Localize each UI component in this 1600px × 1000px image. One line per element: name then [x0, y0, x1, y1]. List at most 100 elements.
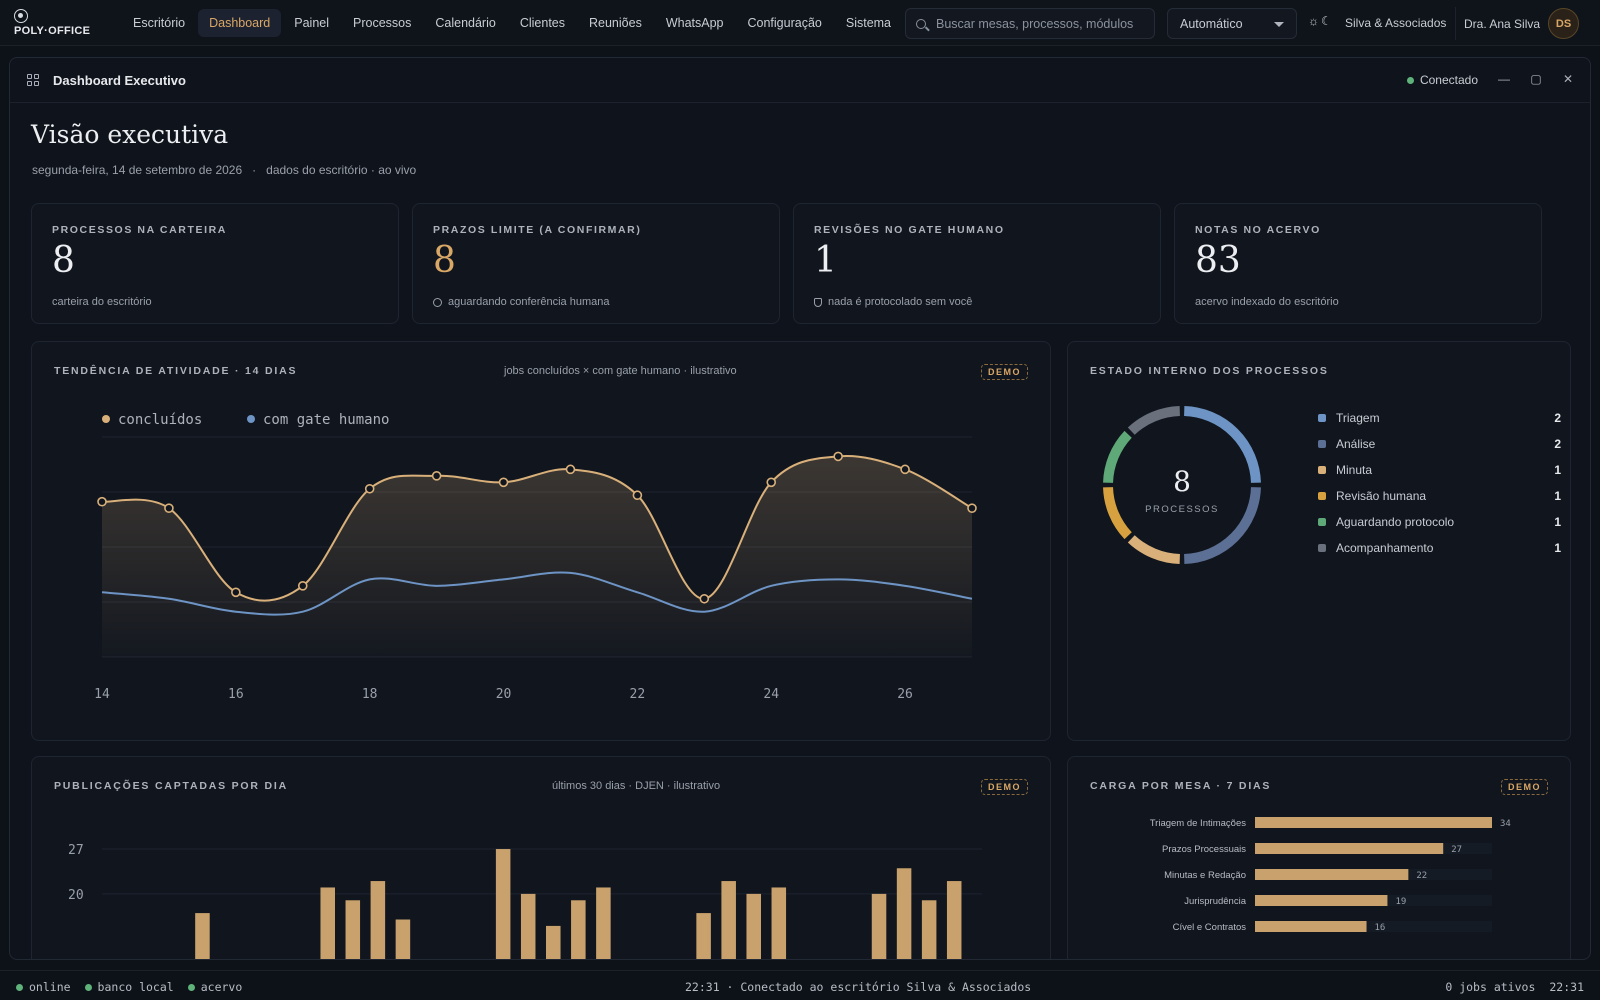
kpi-note-text: acervo indexado do escritório	[1195, 296, 1339, 308]
status-title: ESTADO INTERNO DOS PROCESSOS	[1090, 365, 1329, 377]
value-label: 16	[1375, 923, 1386, 933]
nav-item-painel[interactable]: Painel	[294, 15, 329, 30]
data-point	[231, 587, 241, 598]
nav-item-clientes[interactable]: Clientes	[519, 15, 565, 30]
trend-subtitle: jobs concluídos × com gate humano · ilus…	[504, 365, 737, 377]
data-point	[632, 490, 643, 501]
donut-slice	[1183, 486, 1261, 564]
trend-card: TENDÊNCIA DE ATIVIDADE · 14 DIAS jobs co…	[31, 341, 1051, 741]
category-label: Minutas e Redação	[1164, 870, 1246, 881]
minimize-button[interactable]: —	[1498, 72, 1510, 86]
status-indicator: acervo	[187, 980, 243, 994]
bar	[370, 881, 386, 959]
nav-item-processos[interactable]: Processos	[353, 15, 412, 30]
app-logo[interactable]: POLY·OFFICE	[14, 8, 114, 37]
bar	[345, 900, 361, 959]
category-label: Cível e Contratos	[1173, 922, 1247, 933]
bar	[596, 887, 611, 959]
data-point	[498, 477, 509, 488]
legend-label: Acompanhamento	[1336, 541, 1434, 555]
data-point	[431, 471, 442, 481]
close-button[interactable]: ✕	[1562, 72, 1574, 86]
x-tick-label: 16	[228, 687, 244, 702]
legend-swatch	[1318, 440, 1326, 448]
maximize-button[interactable]: ▢	[1530, 72, 1542, 86]
status-card: ESTADO INTERNO DOS PROCESSOS 8 PROCESSOS	[1067, 341, 1571, 741]
nav-item-whatsapp[interactable]: WhatsApp	[665, 15, 724, 30]
status-indicators: online banco local acervo	[16, 980, 242, 994]
demo-badge: DEMO	[981, 364, 1028, 380]
mode-select-value: Automático	[1180, 16, 1243, 31]
data-point	[699, 593, 710, 604]
bar	[921, 900, 937, 959]
series-area-0	[102, 455, 972, 657]
window-title: Dashboard Executivo	[53, 72, 186, 88]
status-indicator: banco local	[84, 980, 174, 994]
status-indicator-label: banco local	[97, 980, 174, 994]
search-box[interactable]	[905, 8, 1155, 39]
legend-label: Minuta	[1336, 463, 1373, 477]
legend-label: Triagem	[1336, 411, 1380, 425]
status-dot-icon	[187, 983, 195, 991]
kpi-note-text: nada é protocolado sem você	[828, 296, 973, 308]
legend-count: 1	[1554, 463, 1561, 477]
bar	[571, 900, 586, 959]
donut-total: 8	[1173, 465, 1191, 498]
kpi-note: acervo indexado do escritório	[1195, 296, 1339, 308]
logo-icon	[14, 8, 28, 23]
bar	[520, 893, 536, 959]
firm-name[interactable]: Silva & Associados	[1345, 16, 1447, 30]
status-message: 22:31 · Conectado ao escritório Silva & …	[685, 980, 1032, 994]
nav-item-escritório[interactable]: Escritório	[133, 15, 186, 30]
bar	[871, 893, 887, 959]
nav-item-calendário[interactable]: Calendário	[435, 15, 496, 30]
trend-title: TENDÊNCIA DE ATIVIDADE · 14 DIAS	[54, 365, 298, 377]
bar	[746, 893, 762, 959]
data-point	[297, 581, 308, 591]
status-indicator-label: acervo	[200, 980, 243, 994]
value-label: 22	[1416, 871, 1427, 881]
bar	[896, 868, 912, 959]
main-nav: Escritório Dashboard Painel Processos Calend…	[122, 8, 902, 37]
donut-slice	[1127, 406, 1181, 435]
legend-count: 2	[1554, 437, 1561, 451]
bar	[771, 887, 787, 959]
donut-slice	[1127, 535, 1181, 564]
category-label: Jurisprudência	[1184, 896, 1246, 907]
legend-count: 2	[1554, 411, 1561, 425]
status-dot-icon	[1406, 76, 1414, 84]
value-label: 19	[1395, 897, 1406, 907]
data-point	[967, 503, 977, 513]
logo-text: POLY·OFFICE	[14, 24, 91, 37]
data-point	[164, 503, 174, 513]
legend-swatch	[1318, 492, 1326, 500]
theme-toggle-icon[interactable]: ☼☾	[1308, 14, 1334, 28]
bar	[320, 887, 336, 959]
page-subtitle: segunda-feira, 14 de setembro de 2026 · …	[32, 163, 417, 177]
nav-item-sistema[interactable]: Sistema	[845, 15, 892, 30]
mode-select[interactable]: Automático	[1167, 8, 1297, 39]
kpi-card: NOTAS NO ACERVO 83 acervo indexado do escr…	[1174, 203, 1542, 324]
search-icon	[916, 18, 926, 29]
nav-item-configuração[interactable]: Configuração	[747, 15, 822, 30]
connection-status-label: Conectado	[1419, 73, 1478, 87]
nav-item-reuniões[interactable]: Reuniões	[589, 15, 642, 30]
bar	[1255, 921, 1367, 932]
bar	[546, 925, 561, 959]
kpi-value: 8	[52, 240, 75, 281]
search-input[interactable]	[936, 16, 1136, 31]
nav-item-dashboard[interactable]: Dashboard	[198, 8, 282, 37]
status-bar: online banco local acervo 22:31 · Conectad…	[0, 970, 1600, 1000]
x-tick-label: 26	[897, 687, 913, 702]
status-time: 22:31	[1549, 980, 1584, 994]
legend-item: Triagem 2	[1318, 411, 1561, 425]
legend-count: 1	[1554, 515, 1561, 529]
legend-swatch	[102, 415, 110, 423]
avatar[interactable]: DS	[1548, 8, 1580, 39]
publications-subtitle: últimos 30 dias · DJEN · ilustrativo	[552, 780, 721, 792]
bar	[1255, 817, 1492, 828]
demo-badge: DEMO	[981, 779, 1028, 795]
user-menu[interactable]: Dra. Ana Silva DS	[1455, 7, 1590, 40]
x-tick-label: 18	[362, 687, 378, 702]
bar	[1255, 895, 1388, 906]
